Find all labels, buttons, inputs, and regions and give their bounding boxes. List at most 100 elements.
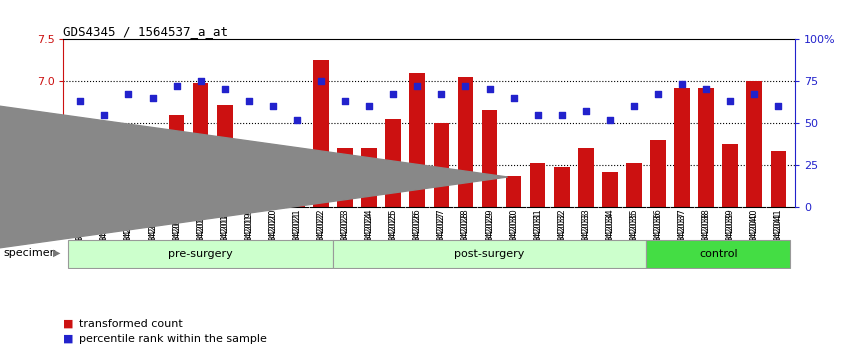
Point xyxy=(507,95,520,101)
Text: GSM842015: GSM842015 xyxy=(148,212,157,261)
Point xyxy=(723,98,737,104)
Text: GSM842025: GSM842025 xyxy=(388,212,398,261)
Bar xyxy=(168,115,184,207)
Bar xyxy=(651,140,666,207)
Bar xyxy=(333,240,646,268)
Point xyxy=(627,103,640,109)
Bar xyxy=(771,151,786,207)
Text: GSM842030: GSM842030 xyxy=(509,212,518,260)
Point xyxy=(266,103,280,109)
Bar xyxy=(313,60,329,207)
Bar xyxy=(265,159,281,207)
Point xyxy=(435,92,448,97)
Bar xyxy=(96,178,113,207)
Text: post-surgery: post-surgery xyxy=(454,249,525,259)
Bar xyxy=(433,123,449,207)
Text: GSM842017: GSM842017 xyxy=(196,212,206,261)
Bar xyxy=(481,110,497,207)
Bar xyxy=(674,88,690,207)
Point xyxy=(146,95,159,101)
Text: GSM842024: GSM842024 xyxy=(365,212,374,261)
Point xyxy=(459,83,472,89)
Bar xyxy=(289,189,305,207)
Point xyxy=(74,98,87,104)
Text: GSM842034: GSM842034 xyxy=(606,212,614,260)
Text: GSM842022: GSM842022 xyxy=(316,212,326,261)
Point xyxy=(387,92,400,97)
Point xyxy=(338,98,352,104)
Text: GSM842023: GSM842023 xyxy=(341,212,349,261)
Bar xyxy=(241,148,256,207)
Text: ■: ■ xyxy=(63,319,74,329)
Text: GSM842035: GSM842035 xyxy=(629,212,639,261)
Point xyxy=(700,86,713,92)
Text: ▶: ▶ xyxy=(53,248,61,258)
Text: GDS4345 / 1564537_a_at: GDS4345 / 1564537_a_at xyxy=(63,25,228,38)
Text: GSM842033: GSM842033 xyxy=(581,212,591,260)
Text: GSM842040: GSM842040 xyxy=(750,212,759,260)
Text: GSM842029: GSM842029 xyxy=(485,212,494,261)
Bar xyxy=(698,88,714,207)
Bar xyxy=(73,144,88,207)
Point xyxy=(531,112,545,118)
Bar xyxy=(121,127,136,207)
Bar xyxy=(602,172,618,207)
Bar xyxy=(626,164,642,207)
Text: control: control xyxy=(699,249,738,259)
Text: GSM842031: GSM842031 xyxy=(533,212,542,260)
Text: GSM842020: GSM842020 xyxy=(268,212,277,261)
Bar xyxy=(69,240,333,268)
Point xyxy=(579,108,592,114)
Bar xyxy=(746,81,762,207)
Text: GSM842013: GSM842013 xyxy=(100,212,109,260)
Bar xyxy=(530,164,546,207)
Text: GSM842027: GSM842027 xyxy=(437,212,446,261)
Text: GSM842041: GSM842041 xyxy=(774,212,783,260)
Text: ■: ■ xyxy=(63,334,74,344)
Text: GSM842026: GSM842026 xyxy=(413,212,422,261)
Point xyxy=(483,86,497,92)
Text: percentile rank within the sample: percentile rank within the sample xyxy=(79,334,266,344)
Bar xyxy=(506,176,521,207)
Point xyxy=(122,92,135,97)
Point xyxy=(555,112,569,118)
Point xyxy=(675,81,689,87)
Text: GSM842021: GSM842021 xyxy=(293,212,301,261)
Point xyxy=(362,103,376,109)
Point xyxy=(410,83,424,89)
Point xyxy=(290,117,304,122)
Bar xyxy=(338,148,353,207)
Text: GSM842018: GSM842018 xyxy=(220,212,229,260)
Point xyxy=(170,83,184,89)
Text: transformed count: transformed count xyxy=(79,319,183,329)
Bar xyxy=(217,104,233,207)
Bar xyxy=(409,73,426,207)
Point xyxy=(194,78,207,84)
Point xyxy=(651,92,665,97)
Point xyxy=(218,86,232,92)
Point xyxy=(314,78,327,84)
Point xyxy=(772,103,785,109)
Text: GSM842039: GSM842039 xyxy=(726,212,734,261)
Bar xyxy=(722,144,738,207)
Bar xyxy=(145,136,161,207)
Text: GSM842037: GSM842037 xyxy=(678,212,687,261)
Bar xyxy=(554,167,569,207)
Text: GSM842019: GSM842019 xyxy=(244,212,253,261)
Point xyxy=(242,98,255,104)
Point xyxy=(748,92,761,97)
Text: specimen: specimen xyxy=(3,248,58,258)
Bar xyxy=(458,77,473,207)
Text: GSM842016: GSM842016 xyxy=(172,212,181,260)
Text: GSM842012: GSM842012 xyxy=(76,212,85,261)
Bar xyxy=(386,119,401,207)
Text: GSM842028: GSM842028 xyxy=(461,212,470,261)
Point xyxy=(97,112,111,118)
Bar xyxy=(361,148,377,207)
Text: GSM842038: GSM842038 xyxy=(701,212,711,260)
Text: pre-surgery: pre-surgery xyxy=(168,249,233,259)
Text: GSM842014: GSM842014 xyxy=(124,212,133,260)
Bar xyxy=(193,84,208,207)
Bar xyxy=(646,240,790,268)
Point xyxy=(603,117,617,122)
